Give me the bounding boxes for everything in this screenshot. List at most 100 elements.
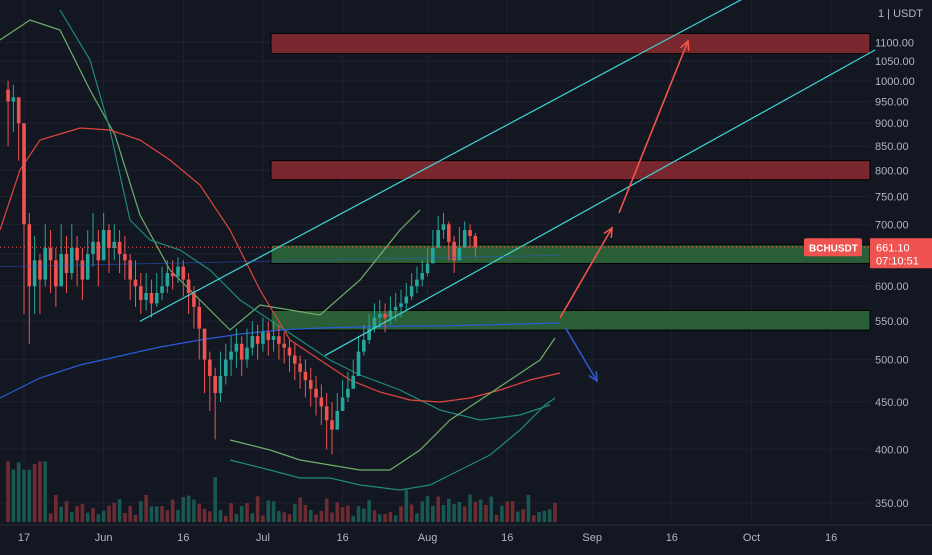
candle [404,296,409,304]
volume-bar [489,496,494,522]
volume-bar [425,496,430,522]
volume-bar [261,515,265,522]
volume-bar [16,462,21,522]
volume-bar [457,502,462,522]
volume-bar [239,505,244,522]
volume-bar [48,513,53,522]
volume-bar [133,514,138,522]
volume-bar [229,503,233,522]
candle [85,254,90,280]
x-axis-tick-label: Jun [95,532,113,544]
volume-bar [324,498,329,522]
candle [298,363,302,372]
candle [271,336,276,340]
volume-bar [372,510,377,522]
y-axis-tick-label: 1100.00 [875,38,914,50]
candle [415,279,419,287]
candle [335,410,340,430]
bollinger-upper-line [0,19,421,331]
resistance-zone[interactable] [270,160,871,181]
bollinger-lower-line [229,337,556,471]
volume-bar [218,510,223,522]
volume-bar [22,469,26,522]
candle [11,97,16,102]
volume-bar [303,505,308,522]
candle [218,375,223,394]
y-axis-tick-label: 750.00 [875,192,909,204]
candle [319,397,324,407]
forecast-arrow-up-2 [618,40,689,214]
volume-bar [547,509,552,522]
volume-bar [160,506,164,522]
y-axis-tick-label: 400.00 [875,444,909,456]
countdown-timer: 07:10:51 [876,255,919,267]
candle [340,397,345,411]
x-axis-tick-label: Oct [743,532,760,544]
candle [170,273,175,277]
symbol-badge[interactable] [804,238,862,257]
forecast-arrow-up-1 [559,227,613,319]
candle [165,273,170,287]
volume-bar [117,499,122,522]
candle [139,286,143,300]
candle [6,89,10,102]
volume-bar [250,513,255,522]
candle [75,247,79,261]
candle [117,241,122,255]
candle [425,263,430,274]
candle [181,266,186,280]
x-axis-tick-label: 16 [501,532,513,544]
volume-bar [473,501,478,522]
volume-bar [521,509,525,522]
volume-bar [441,505,446,522]
volume-bar [154,506,159,522]
moving-average-red [0,127,561,403]
y-axis-tick-label: 1050.00 [875,56,915,68]
candle [32,260,37,287]
candle [351,375,356,389]
candle [303,371,308,381]
candle [197,306,202,329]
forecast-arrow-up-2-head [680,39,690,52]
volume-bar [404,490,409,522]
candle [245,347,249,360]
bollinger-lower-teal [229,397,556,491]
trend-line-blue [0,254,561,268]
volume-bar [553,502,557,522]
candle [54,260,58,287]
symbol-badge-label: BCHUSDT [809,243,858,254]
volume-bar [186,495,191,522]
volume-bar [64,501,69,522]
volume-bar [537,511,541,522]
candle [229,351,233,360]
resistance-zone[interactable] [270,32,871,55]
candle [144,293,148,300]
y-axis-tick-label: 550.00 [875,316,909,328]
candle [112,241,117,248]
candle [282,343,286,348]
candle [213,375,217,394]
candle [69,247,74,274]
last-price-badge[interactable] [870,238,932,269]
volume-bar [399,506,403,522]
volume-bar [393,515,398,522]
candle [372,317,377,329]
volume-bar [500,505,504,522]
candle [128,260,132,280]
candle [367,328,371,340]
channel-line-upper[interactable] [139,0,750,322]
forecast-arrow-up-1-head [603,226,613,239]
volume-bar [75,506,79,522]
y-axis-tick-label: 500.00 [875,355,909,367]
last-price-value: 661.10 [876,242,910,254]
volume-bar [128,506,132,522]
volume-bar [388,511,393,522]
y-axis-tick-label: 950.00 [875,96,909,108]
y-axis-tick-label: 1000.00 [875,76,915,88]
channel-line-lower[interactable] [324,49,876,357]
y-axis-tick-label: 450.00 [875,397,909,409]
candle [255,336,260,344]
